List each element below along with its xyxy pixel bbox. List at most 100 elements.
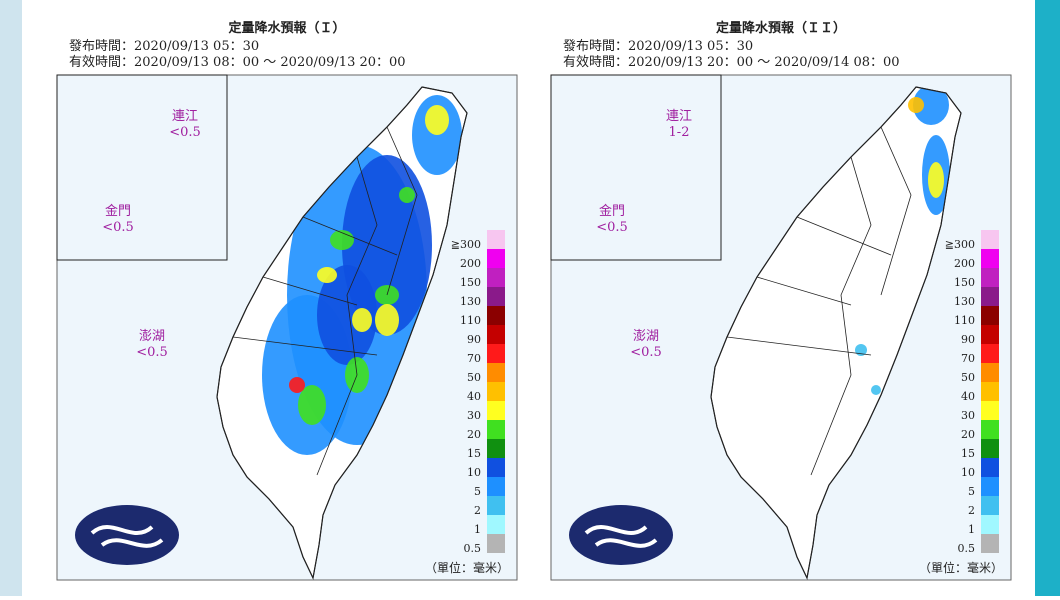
map-panel: 連江1-2金門<0.5澎湖<0.5≧3002001501301109070504… [550, 74, 1012, 581]
island-amount: <0.5 [169, 125, 201, 140]
legend-swatch [487, 344, 505, 363]
legend-label: 70 [467, 352, 481, 365]
legend-label: 0.5 [464, 542, 482, 555]
legend-label: 5 [474, 485, 481, 498]
legend-swatch [981, 515, 999, 534]
legend-label: 150 [460, 276, 481, 289]
legend-swatch [487, 363, 505, 382]
island-amount: <0.5 [136, 345, 168, 360]
legend-label: 200 [954, 257, 975, 270]
legend-swatch [981, 401, 999, 420]
legend-swatch [981, 477, 999, 496]
legend-label: 15 [467, 447, 481, 460]
legend-swatch [981, 458, 999, 477]
legend-swatch [981, 534, 999, 553]
rain-blob [289, 377, 305, 393]
rain-blob [298, 385, 326, 425]
legend-label: 1 [474, 523, 481, 536]
legend-swatch [981, 344, 999, 363]
rain-blob [352, 308, 372, 332]
rain-blob [425, 105, 449, 135]
right-strip [1035, 0, 1060, 596]
rain-blob [928, 162, 944, 198]
legend-swatch [487, 534, 505, 553]
legend-label: 50 [961, 371, 975, 384]
county-lines [232, 126, 418, 476]
issue-time: 發布時間：2020/09/13 05：30 [563, 39, 753, 54]
legend-label: 5 [968, 485, 975, 498]
legend-swatch [487, 268, 505, 287]
legend-label: 40 [961, 390, 975, 403]
island-amount: <0.5 [630, 345, 662, 360]
legend-swatch [981, 249, 999, 268]
island-amount: <0.5 [596, 220, 628, 235]
island-outline [216, 86, 468, 580]
island-name: 連江 [666, 109, 692, 124]
legend-swatch [487, 515, 505, 534]
legend-label: 20 [961, 428, 975, 441]
map-title: 定量降水預報（ＩＩ） [715, 20, 846, 36]
legend-label: 15 [961, 447, 975, 460]
legend-label: 2 [474, 504, 481, 517]
legend-label: 40 [467, 390, 481, 403]
map-title: 定量降水預報（Ｉ） [227, 20, 345, 36]
logo-swirl [90, 525, 164, 548]
legend-swatch [981, 287, 999, 306]
legend-label: 130 [954, 295, 975, 308]
legend-swatch [981, 268, 999, 287]
inset-frame [56, 74, 228, 261]
legend-label: ≧300 [945, 238, 975, 251]
rain-blob [317, 265, 377, 365]
legend-swatch [981, 420, 999, 439]
legend-label: 90 [961, 333, 975, 346]
island-name: 金門 [599, 203, 625, 219]
rain-blob [908, 97, 924, 113]
rain-area [855, 87, 950, 395]
legend-label: ≧300 [451, 238, 481, 251]
inset-frame [550, 74, 722, 261]
island-outline [710, 86, 962, 580]
legend-label: 1 [968, 523, 975, 536]
legend-label: 90 [467, 333, 481, 346]
legend-swatch [981, 230, 999, 249]
legend-label: 150 [954, 276, 975, 289]
rain-blob [375, 304, 399, 336]
island-amount: 1-2 [669, 125, 690, 140]
rain-blob [317, 267, 337, 283]
legend-label: 50 [467, 371, 481, 384]
legend-label: 10 [467, 466, 481, 479]
legend-swatch [487, 477, 505, 496]
legend-swatch [487, 230, 505, 249]
legend-swatch [981, 306, 999, 325]
legend-swatch [981, 325, 999, 344]
legend-label: 110 [460, 314, 481, 327]
map-panel: 連江<0.5金門<0.5澎湖<0.5≧300200150130110907050… [56, 74, 518, 581]
legend-swatch [487, 249, 505, 268]
valid-time: 有效時間：2020/09/13 20：00 ～ 2020/09/14 08：00 [563, 55, 900, 70]
county-lines [726, 126, 912, 476]
legend-swatch [487, 325, 505, 344]
legend-swatch [981, 382, 999, 401]
legend-swatch [487, 401, 505, 420]
legend-swatch [487, 439, 505, 458]
logo-swirl [584, 525, 658, 548]
issue-time: 發布時間：2020/09/13 05：30 [69, 39, 259, 54]
legend-swatch [487, 382, 505, 401]
rain-blob [871, 385, 881, 395]
island-name: 金門 [105, 203, 131, 219]
legend-label: 0.5 [958, 542, 976, 555]
legend-label: 30 [467, 409, 481, 422]
legend-label: 30 [961, 409, 975, 422]
legend-swatch [981, 496, 999, 515]
legend-label: 10 [961, 466, 975, 479]
legend-swatch [487, 306, 505, 325]
legend-swatch [487, 496, 505, 515]
legend-label: 70 [961, 352, 975, 365]
rain-blob [913, 87, 949, 125]
valid-time: 有效時間：2020/09/13 08：00 ～ 2020/09/13 20：00 [69, 55, 406, 70]
legend-label: 200 [460, 257, 481, 270]
legend-swatch [981, 363, 999, 382]
logo [569, 505, 673, 565]
island-name: 連江 [172, 109, 198, 124]
